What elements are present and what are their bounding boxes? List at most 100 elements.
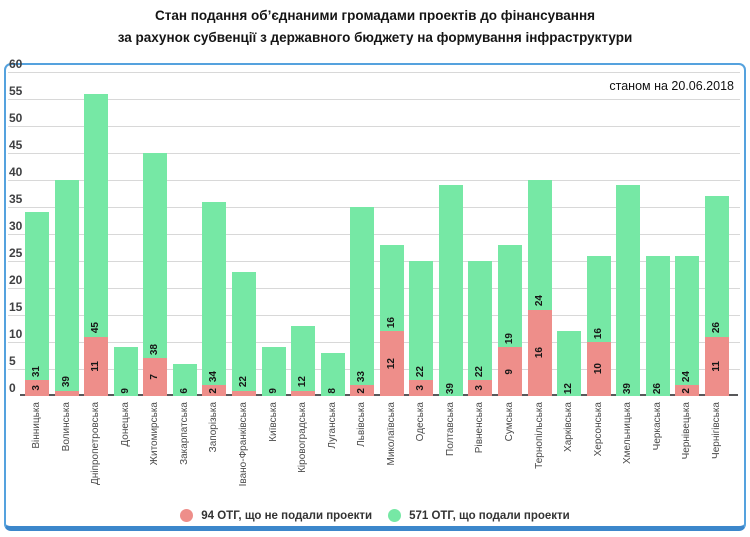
- bar-segment-submitted: [645, 255, 670, 396]
- x-axis-label: Луганська: [321, 402, 345, 449]
- bar: 9: [113, 347, 138, 396]
- bar-value-label-not-submitted: 2: [681, 387, 693, 394]
- bar-segment-submitted: [409, 261, 434, 380]
- x-axis-label: Кіровоградська: [291, 402, 315, 473]
- bar-segment-not-submitted: [84, 336, 109, 396]
- bar: 45 11: [84, 93, 109, 396]
- bar: 16 12: [379, 244, 404, 396]
- bar: 22 3: [409, 261, 434, 396]
- x-axis-label: Львівська: [350, 402, 374, 447]
- chart-title-line1: Стан подання об’єднаними громадами проек…: [155, 8, 595, 23]
- bar: 39: [438, 185, 463, 396]
- bar-segment-not-submitted: [25, 379, 49, 396]
- x-axis-label-text: Рівненська: [474, 402, 486, 454]
- x-axis-label-text: Запорізька: [208, 402, 220, 453]
- bar-segment-submitted: [54, 180, 79, 391]
- bar-value-label-not-submitted: 2: [356, 387, 368, 394]
- bar-value-label-not-submitted: 3: [415, 385, 427, 391]
- bar-segment-submitted: [498, 244, 522, 348]
- bar-value-label-submitted: 33: [356, 371, 368, 383]
- bar: 26: [645, 255, 670, 396]
- y-axis-tick-label: 0: [9, 381, 16, 395]
- legend-item-submitted: 571 ОТГ, що подали проекти: [388, 509, 570, 522]
- bar-value-label-submitted: 22: [237, 376, 249, 388]
- y-axis-tick-label: 45: [9, 138, 23, 152]
- x-axis-label: Донецька: [114, 402, 138, 447]
- bar-segment-not-submitted: [409, 379, 434, 396]
- bar-value-label-submitted: 22: [415, 365, 427, 377]
- bar: 31 3: [25, 212, 49, 396]
- legend-item-not-submitted: 94 ОТГ, що не подали проекти: [180, 509, 372, 522]
- bar-segment-submitted: [675, 255, 700, 386]
- y-axis-tick-label: 25: [9, 246, 23, 260]
- x-axis-label: Хмельницька: [616, 402, 640, 464]
- bar-segment-submitted: [586, 255, 611, 342]
- y-axis-tick-label: 60: [9, 57, 23, 71]
- bar-value-label-submitted: 16: [385, 317, 397, 329]
- bar-segment-submitted: [143, 153, 168, 359]
- bar: 22 3: [468, 261, 493, 396]
- bar-value-label-submitted: 6: [178, 388, 190, 394]
- chart-frame: станом на 20.06.2018 31 3 39 45 11 9 38 7 6 34 2 22…: [4, 57, 746, 531]
- legend-swatch-red-icon: [180, 509, 194, 522]
- bar-segment-submitted: [557, 331, 582, 396]
- bar: 12: [291, 325, 316, 396]
- x-axis-label: Житомирська: [143, 402, 167, 465]
- bar-value-label-submitted: 38: [149, 344, 161, 356]
- chart-legend: 94 ОТГ, що не подали проекти 571 ОТГ, що…: [6, 509, 744, 522]
- bar-value-label-submitted: 24: [533, 295, 545, 307]
- bar-segment-not-submitted: [291, 390, 316, 396]
- bar-segment-submitted: [704, 196, 729, 337]
- x-axis-label-text: Львівська: [356, 402, 368, 447]
- bar-value-label-submitted: 45: [90, 322, 102, 334]
- chart-title: Стан подання об’єднаними громадами проек…: [0, 0, 750, 49]
- date-annotation: станом на 20.06.2018: [609, 79, 734, 93]
- bar-segment-submitted: [172, 363, 197, 396]
- x-axis-label-text: Полтавська: [444, 402, 456, 456]
- gridline: [8, 72, 740, 73]
- bar-segment-not-submitted: [704, 336, 729, 396]
- bar-value-label-not-submitted: 2: [208, 387, 220, 394]
- x-axis-label-text: Закарпатська: [178, 402, 190, 465]
- bar-value-label-submitted: 31: [31, 365, 42, 377]
- bar-value-label-submitted: 9: [119, 388, 131, 394]
- bar-segment-submitted: [379, 244, 404, 332]
- bar-value-label-not-submitted: 3: [31, 385, 42, 391]
- y-axis-tick-label: 35: [9, 192, 23, 206]
- gridline: [8, 153, 740, 154]
- bar-value-label-not-submitted: 7: [149, 374, 161, 380]
- bar: 24 2: [675, 255, 700, 396]
- bar-value-label-not-submitted: 11: [710, 361, 722, 372]
- bar: 34 2: [202, 201, 227, 396]
- bar-value-label-submitted: 9: [267, 388, 279, 394]
- bar-value-label-submitted: 12: [297, 376, 309, 388]
- bar-segment-not-submitted: [586, 342, 611, 396]
- x-axis-label: Херсонська: [587, 402, 611, 456]
- x-axis-label: Волинська: [55, 402, 79, 451]
- x-axis-label-text: Житомирська: [149, 402, 161, 466]
- bar-segment-submitted: [438, 185, 463, 396]
- x-axis-label: Одеська: [409, 402, 433, 441]
- x-axis-label-text: Дніпропетровська: [90, 402, 102, 485]
- bar: 26 11: [704, 196, 729, 396]
- bar: 33 2: [350, 207, 375, 396]
- x-axis-label-text: Тернопільська: [533, 402, 545, 469]
- bar-value-label-submitted: 39: [444, 382, 456, 394]
- x-axis-label-text: Чернігівська: [710, 402, 722, 459]
- y-axis-tick-label: 20: [9, 273, 23, 287]
- y-axis-tick-label: 10: [9, 327, 23, 341]
- bar-segment-not-submitted: [54, 390, 79, 396]
- bar-segment-submitted: [291, 325, 316, 391]
- bar: 16 10: [586, 255, 611, 396]
- legend-label: 571 ОТГ, що подали проекти: [409, 509, 570, 522]
- x-axis-label-text: Херсонська: [592, 402, 604, 457]
- legend-label: 94 ОТГ, що не подали проекти: [201, 509, 373, 522]
- x-axis-label: Івано-Франківська: [232, 402, 256, 486]
- x-axis-line: [20, 394, 738, 396]
- bar-segment-not-submitted: [379, 331, 404, 396]
- x-axis-label-text: Харківська: [563, 402, 575, 452]
- bar-segment-not-submitted: [675, 385, 700, 396]
- bar-value-label-submitted: 24: [681, 371, 693, 383]
- y-axis-tick-label: 55: [9, 84, 23, 98]
- bar-value-label-not-submitted: 9: [504, 368, 515, 375]
